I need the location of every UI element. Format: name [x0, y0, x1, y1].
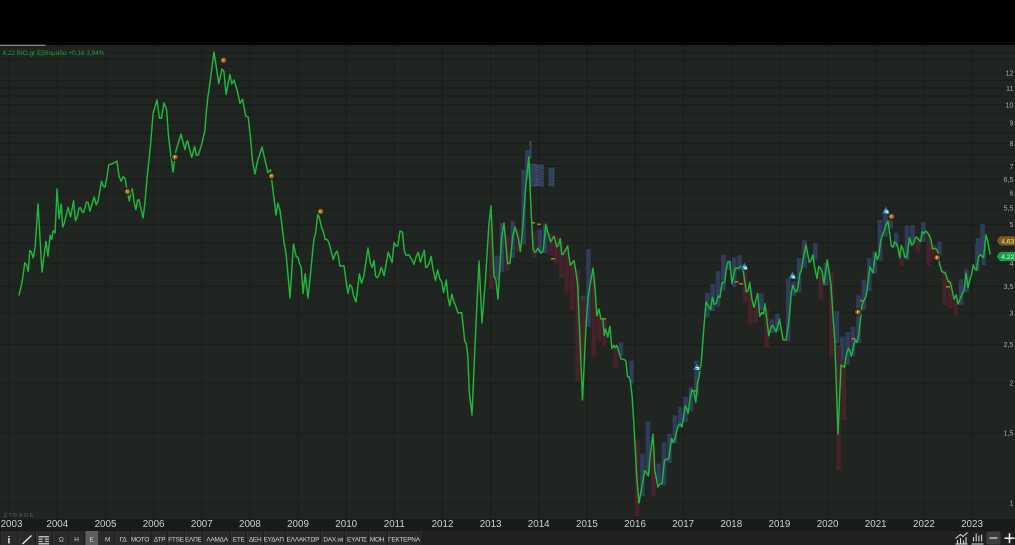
svg-text:ΜΟΤΟ: ΜΟΤΟ: [131, 537, 149, 544]
svg-text:2008: 2008: [239, 519, 261, 530]
svg-text:Ε: Ε: [89, 537, 93, 544]
svg-text:2006: 2006: [143, 519, 165, 530]
svg-text:ΔΤΡ: ΔΤΡ: [154, 537, 165, 544]
svg-text:ZTRADE: ZTRADE: [4, 513, 35, 519]
svg-text:4,22 BIO.gr Εβδομάδα +0,16 3,9: 4,22 BIO.gr Εβδομάδα +0,16 3,94%: [3, 49, 105, 57]
svg-text:2012: 2012: [432, 519, 454, 530]
svg-text:5: 5: [1010, 220, 1014, 229]
svg-text:3: 3: [1010, 309, 1014, 318]
svg-text:1: 1: [1010, 499, 1014, 508]
svg-text:2011: 2011: [384, 519, 405, 530]
svg-text:2005: 2005: [95, 519, 117, 530]
svg-text:2009: 2009: [287, 519, 309, 530]
svg-text:2015: 2015: [576, 519, 598, 530]
svg-text:1,5: 1,5: [1004, 429, 1014, 438]
svg-text:11: 11: [1006, 84, 1013, 93]
svg-text:4,22: 4,22: [1001, 254, 1014, 261]
svg-text:2020: 2020: [817, 519, 839, 530]
svg-text:9: 9: [1010, 119, 1014, 128]
svg-text:ΕΥΔΑΠ: ΕΥΔΑΠ: [264, 537, 285, 544]
svg-text:2019: 2019: [769, 519, 791, 530]
svg-text:5,5: 5,5: [1004, 204, 1014, 213]
svg-text:8: 8: [1010, 139, 1014, 148]
svg-text:2004: 2004: [46, 519, 68, 530]
svg-text:FTSE: FTSE: [168, 537, 184, 544]
svg-text:3,5: 3,5: [1004, 282, 1014, 291]
svg-text:2: 2: [1010, 379, 1014, 388]
svg-text:12: 12: [1006, 69, 1014, 78]
svg-text:ΕΥΑΠΣ: ΕΥΑΠΣ: [347, 537, 367, 544]
svg-text:2021: 2021: [865, 519, 887, 530]
svg-text:7: 7: [1010, 162, 1014, 171]
svg-text:ΕΛΛΑΚΤΩΡ: ΕΛΛΑΚΤΩΡ: [287, 537, 320, 544]
svg-text:2016: 2016: [624, 519, 646, 530]
svg-text:2013: 2013: [480, 519, 502, 530]
svg-text:2017: 2017: [672, 519, 694, 530]
svg-text:ΓΕΚΤΕΡΝΑ: ΓΕΚΤΕΡΝΑ: [388, 537, 421, 544]
svg-text:10: 10: [1006, 100, 1014, 109]
svg-text:6: 6: [1010, 189, 1014, 198]
svg-text:4,63: 4,63: [1001, 239, 1014, 246]
svg-text:2003: 2003: [1, 519, 23, 530]
svg-text:2014: 2014: [528, 519, 550, 530]
svg-text:2010: 2010: [335, 519, 357, 530]
svg-text:ΕΤΕ: ΕΤΕ: [233, 537, 245, 544]
svg-text:2023: 2023: [961, 519, 983, 530]
svg-text:ΕΛΠΕ: ΕΛΠΕ: [185, 537, 202, 544]
svg-text:Μ: Μ: [105, 537, 110, 544]
svg-text:DAX.wi: DAX.wi: [323, 537, 343, 544]
svg-text:2022: 2022: [913, 519, 935, 530]
svg-text:ΔΕΗ: ΔΕΗ: [249, 537, 262, 544]
svg-text:2018: 2018: [720, 519, 742, 530]
svg-text:i: i: [8, 535, 11, 545]
svg-text:4: 4: [1010, 259, 1014, 268]
svg-text:Ω: Ω: [59, 537, 64, 544]
svg-text:2007: 2007: [191, 519, 213, 530]
svg-text:Η: Η: [74, 537, 79, 544]
svg-text:2,5: 2,5: [1004, 340, 1014, 349]
svg-text:ΛΑΜΔΑ: ΛΑΜΔΑ: [206, 537, 228, 544]
svg-text:6,5: 6,5: [1004, 175, 1014, 184]
svg-text:ΓΔ: ΓΔ: [120, 537, 128, 544]
svg-text:ΜΟΗ: ΜΟΗ: [370, 537, 385, 544]
